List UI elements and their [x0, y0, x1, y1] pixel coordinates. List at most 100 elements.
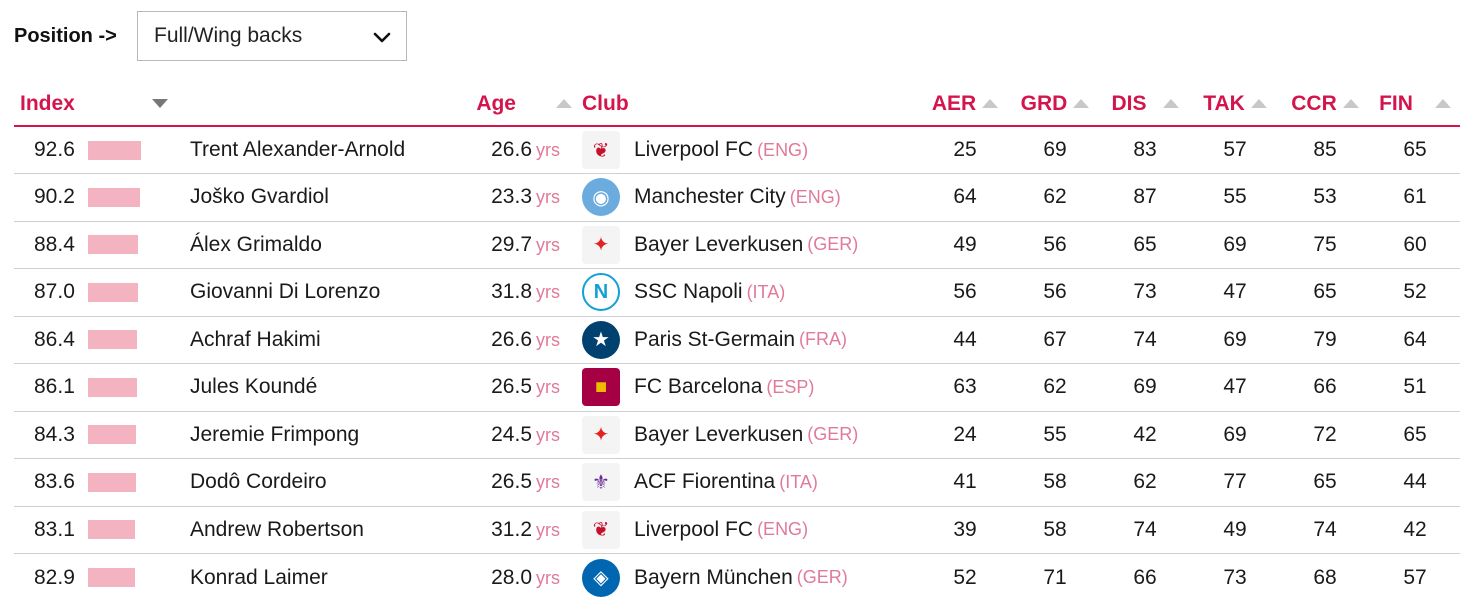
fin-cell: 52 [1370, 268, 1460, 317]
index-cell: 86.1 [14, 363, 190, 412]
club-name[interactable]: Liverpool FC [634, 517, 754, 541]
position-filter: Position -> Full/Wing backs [14, 11, 407, 61]
player-name[interactable]: Jules Koundé [190, 375, 318, 399]
age-cell: 29.7 yrs [440, 221, 582, 269]
index-cell: 83.6 [14, 458, 190, 507]
tak-cell: 73 [1223, 565, 1247, 589]
column-header-aer[interactable]: AER [920, 82, 1010, 127]
index-bar [88, 235, 139, 255]
club-cell[interactable]: ★ Paris St-Germain (FRA) [582, 316, 920, 364]
age-unit: yrs [536, 282, 560, 303]
club-name[interactable]: FC Barcelona [634, 375, 763, 399]
dis-cell: 42 [1100, 411, 1190, 459]
club-name[interactable]: SSC Napoli [634, 280, 743, 304]
player-name-cell[interactable]: Giovanni Di Lorenzo [190, 268, 440, 317]
club-cell[interactable]: ⚜ ACF Fiorentina (ITA) [582, 458, 920, 507]
index-bar [88, 140, 141, 160]
club-cell[interactable]: ◈ Bayern München (GER) [582, 554, 920, 602]
index-value: 84.3 [34, 422, 75, 446]
club-cell[interactable]: ◉ Manchester City (ENG) [582, 173, 920, 222]
column-header-tak[interactable]: TAK [1190, 82, 1280, 127]
column-header-club[interactable]: Club [582, 82, 920, 127]
player-name-cell[interactable]: Konrad Laimer [190, 554, 440, 602]
club-name[interactable]: Liverpool FC [634, 138, 754, 161]
tak-cell: 57 [1190, 126, 1280, 174]
club-name[interactable]: Manchester City [634, 185, 786, 209]
index-bar [88, 520, 136, 540]
club-cell[interactable]: ■ FC Barcelona (ESP) [582, 363, 920, 412]
table-row[interactable]: 87.0 Giovanni Di Lorenzo 31.8 yrs N SSC N… [14, 268, 1460, 317]
player-name-cell[interactable]: Jeremie Frimpong [190, 411, 440, 459]
index-value: 92.6 [34, 138, 75, 161]
tak-cell: 69 [1190, 411, 1280, 459]
sort-desc-icon [151, 99, 168, 109]
liverpool-crest-icon: ❦ [582, 131, 620, 169]
table-row[interactable]: 82.9 Konrad Laimer 28.0 yrs ◈ Bayern Münc… [14, 554, 1460, 602]
player-name[interactable]: Joško Gvardiol [190, 185, 329, 209]
player-name[interactable]: Dodô Cordeiro [190, 470, 327, 494]
table-row[interactable]: 90.2 Joško Gvardiol 23.3 yrs ◉ Manchester… [14, 173, 1460, 222]
column-header-ccr[interactable]: CCR [1280, 82, 1370, 127]
player-name[interactable]: Andrew Robertson [190, 517, 364, 541]
club-country: (ITA) [746, 281, 786, 302]
index-cell: 87.0 [14, 268, 190, 317]
index-bar [88, 568, 136, 587]
index-cell: 90.2 [14, 173, 190, 222]
dis-cell: 74 [1100, 506, 1190, 554]
player-name-cell[interactable]: Trent Alexander-Arnold [190, 126, 440, 174]
player-name[interactable]: Giovanni Di Lorenzo [190, 280, 381, 304]
table-row[interactable]: 84.3 Jeremie Frimpong 24.5 yrs ✦ Bayer Le… [14, 411, 1460, 459]
club-cell[interactable]: ✦ Bayer Leverkusen (GER) [582, 411, 920, 459]
age-unit: yrs [536, 329, 560, 350]
grd-cell: 71 [1043, 565, 1067, 589]
grd-cell: 58 [1010, 458, 1100, 507]
grd-cell: 58 [1010, 506, 1100, 554]
aer-cell: 39 [920, 506, 1010, 554]
player-name[interactable]: Achraf Hakimi [190, 327, 321, 351]
sort-asc-icon [1073, 99, 1090, 109]
barcelona-crest-icon: ■ [582, 368, 620, 407]
column-header-grd[interactable]: GRD [1010, 82, 1100, 127]
player-name-cell[interactable]: Achraf Hakimi [190, 316, 440, 364]
column-header-age[interactable]: Age [440, 82, 582, 127]
club-cell[interactable]: ❦ Liverpool FC (ENG) [582, 506, 920, 554]
player-name[interactable]: Trent Alexander-Arnold [190, 138, 406, 161]
player-name[interactable]: Konrad Laimer [190, 565, 328, 589]
table-row[interactable]: 86.1 Jules Koundé 26.5 yrs ■ FC Barcelona… [14, 363, 1460, 412]
player-name-cell[interactable]: Álex Grimaldo [190, 221, 440, 269]
ccr-cell: 68 [1313, 565, 1337, 589]
club-cell[interactable]: ✦ Bayer Leverkusen (GER) [582, 221, 920, 269]
table-row[interactable]: 92.6 Trent Alexander-Arnold 26.6 yrs ❦ Li… [14, 126, 1460, 174]
player-name-cell[interactable]: Joško Gvardiol [190, 173, 440, 222]
club-name[interactable]: ACF Fiorentina [634, 470, 776, 494]
position-select[interactable]: Full/Wing backs [137, 11, 407, 61]
column-header-dis[interactable]: DIS [1100, 82, 1190, 127]
club-name[interactable]: Paris St-Germain [634, 327, 796, 351]
column-header-index[interactable]: Index [14, 82, 190, 127]
players-table: Index Age Club AER GRD DIS TAK CCR FIN 9… [14, 82, 1460, 601]
player-name[interactable]: Jeremie Frimpong [190, 422, 360, 446]
player-name-cell[interactable]: Dodô Cordeiro [190, 458, 440, 507]
club-country: (FRA) [799, 329, 848, 350]
index-value: 86.1 [34, 375, 75, 399]
table-row[interactable]: 83.6 Dodô Cordeiro 26.5 yrs ⚜ ACF Fiorent… [14, 458, 1460, 507]
column-header-fin[interactable]: FIN [1370, 82, 1460, 127]
club-cell[interactable]: ❦ Liverpool FC (ENG) [582, 126, 920, 174]
table-row[interactable]: 83.1 Andrew Robertson 31.2 yrs ❦ Liverpoo… [14, 506, 1460, 554]
sort-asc-icon [1434, 99, 1451, 109]
tak-cell: 69 [1190, 221, 1280, 269]
table-row[interactable]: 86.4 Achraf Hakimi 26.6 yrs ★ Paris St-Ge… [14, 316, 1460, 364]
player-name-cell[interactable]: Jules Koundé [190, 363, 440, 412]
index-cell: 88.4 [14, 221, 190, 269]
index-bar [88, 282, 138, 302]
player-name-cell[interactable]: Andrew Robertson [190, 506, 440, 554]
club-name[interactable]: Bayer Leverkusen [634, 232, 804, 256]
age-unit: yrs [536, 140, 560, 160]
club-name[interactable]: Bayer Leverkusen [634, 422, 804, 446]
table-row[interactable]: 88.4 Álex Grimaldo 29.7 yrs ✦ Bayer Lever… [14, 221, 1460, 269]
player-name[interactable]: Álex Grimaldo [190, 232, 322, 256]
club-cell[interactable]: N SSC Napoli (ITA) [582, 268, 920, 317]
sort-asc-icon [1162, 99, 1179, 109]
club-name[interactable]: Bayern München [634, 565, 793, 589]
club-country: (ESP) [766, 376, 815, 397]
